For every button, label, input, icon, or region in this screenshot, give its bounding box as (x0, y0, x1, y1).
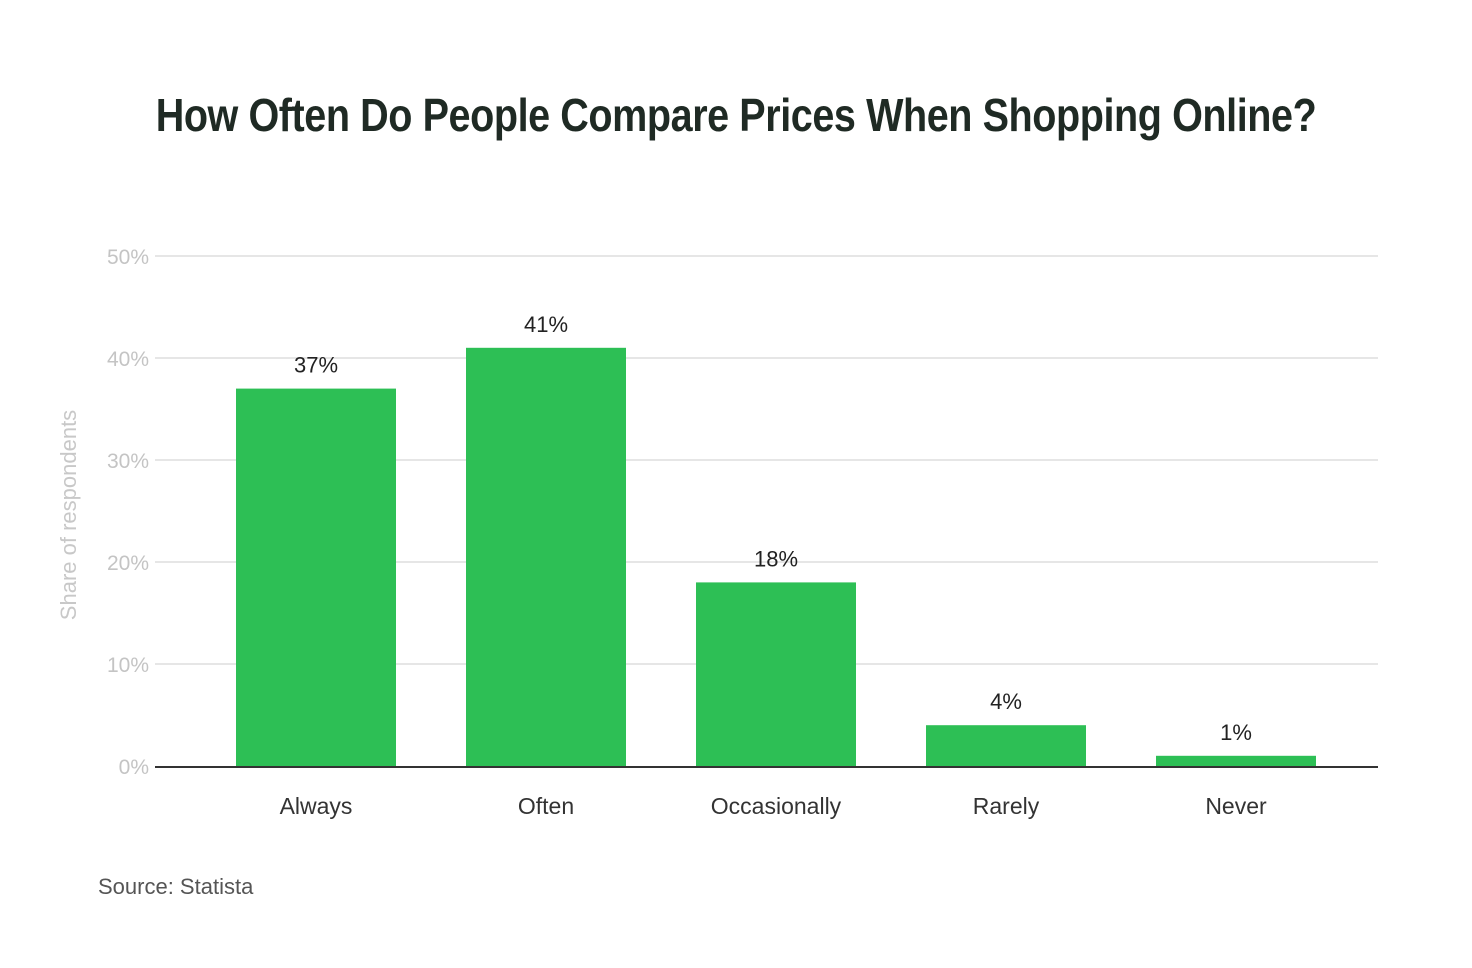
bar-often (466, 347, 626, 766)
data-label: 1% (1220, 720, 1252, 745)
bar-never (1156, 755, 1316, 766)
bars (236, 347, 1316, 766)
x-tick-label: Rarely (973, 793, 1040, 819)
y-tick-label: 20% (107, 552, 149, 575)
y-axis-label: Share of respondents (56, 410, 81, 620)
bar-always (236, 388, 396, 766)
y-tick-label: 0% (119, 756, 149, 779)
chart-title: How Often Do People Compare Prices When … (155, 89, 1317, 141)
data-label: 4% (990, 689, 1022, 714)
bar-rarely (926, 725, 1086, 766)
y-tick-label: 10% (107, 654, 149, 677)
data-labels: 37% 41% 18% 4% 1% (294, 312, 1252, 745)
y-axis-tick-labels: 0% 10% 20% 30% 40% 50% (107, 246, 149, 779)
source-note: Source: Statista (98, 874, 254, 899)
data-label: 18% (754, 546, 798, 571)
data-label: 41% (524, 312, 568, 337)
x-tick-label: Often (518, 793, 574, 819)
y-tick-label: 50% (107, 246, 149, 269)
x-tick-label: Occasionally (711, 793, 842, 819)
y-tick-label: 30% (107, 450, 149, 473)
y-tick-label: 40% (107, 348, 149, 371)
x-tick-label: Always (280, 793, 353, 819)
x-tick-label: Never (1205, 793, 1267, 819)
x-axis-tick-labels: Always Often Occasionally Rarely Never (280, 793, 1267, 819)
bar-occasionally (696, 582, 856, 766)
data-label: 37% (294, 353, 338, 378)
